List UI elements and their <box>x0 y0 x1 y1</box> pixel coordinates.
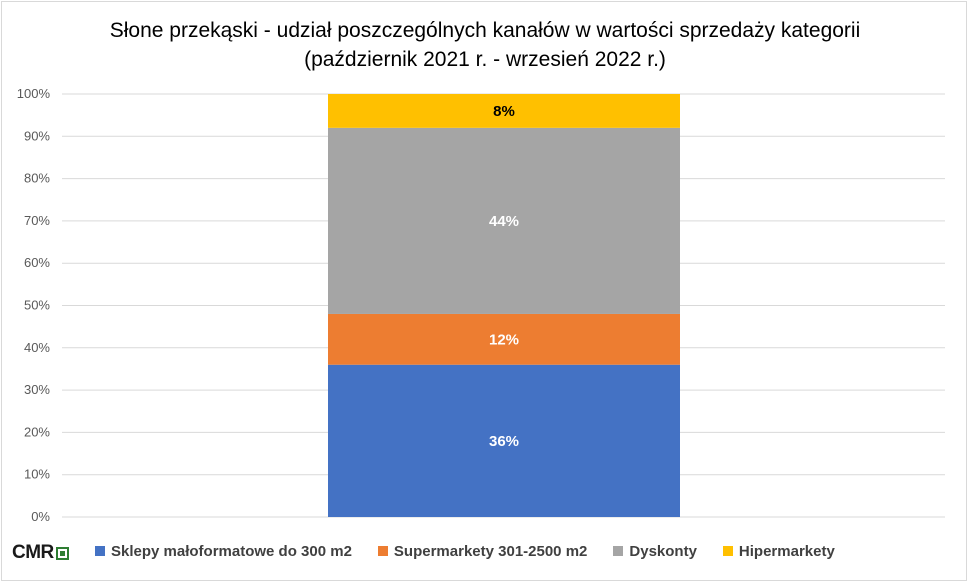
legend-label: Hipermarkety <box>738 542 835 560</box>
bar-segment-3 <box>328 127 680 314</box>
y-tick-label: 60% <box>24 255 50 270</box>
bar-segment-4 <box>328 94 680 128</box>
legend-swatch <box>613 546 624 556</box>
y-axis-ticks: 0% 10% 20% 30% 40% 50% 60% 70% 80% 90% 100% <box>17 86 51 524</box>
chart-title: Słone przekąski - udział poszczególnych … <box>109 19 861 42</box>
legend-item-2: Supermarkety 301-2500 m2 <box>377 542 588 560</box>
y-tick-label: 40% <box>24 340 50 355</box>
legend-item-4: Hipermarkety <box>722 542 835 560</box>
y-tick-label: 30% <box>24 382 50 397</box>
y-tick-label: 70% <box>24 213 50 228</box>
legend-label: Dyskonty <box>629 542 697 560</box>
chart-title-block: Słone przekąski - udział poszczególnych … <box>0 16 970 74</box>
legend: Sklepy małoformatowe do 300 m2 Supermarke… <box>95 541 835 561</box>
y-tick-label: 0% <box>31 509 50 524</box>
chart-subtitle: (październik 2021 r. - wrzesień 2022 r.) <box>304 48 666 71</box>
legend-item-1: Sklepy małoformatowe do 300 m2 <box>95 543 352 560</box>
y-tick-label: 50% <box>24 298 50 313</box>
legend-label: Sklepy małoformatowe do 300 m2 <box>111 542 352 560</box>
y-tick-label: 100% <box>17 86 51 101</box>
y-tick-label: 20% <box>24 424 50 439</box>
cmr-logo: CMR <box>12 542 69 564</box>
legend-swatch <box>377 546 388 556</box>
bar-stack <box>328 94 680 517</box>
data-label-4: 8% <box>493 103 515 120</box>
bar-segment-1 <box>328 364 680 517</box>
y-tick-label: 80% <box>24 171 50 186</box>
legend-swatch <box>722 546 733 556</box>
legend-item-3: Dyskonty <box>613 543 697 560</box>
y-tick-label: 90% <box>24 128 50 143</box>
data-label-1: 36% <box>489 433 519 450</box>
legend-label: Supermarkety 301-2500 m2 <box>393 542 588 560</box>
y-tick-label: 10% <box>24 467 50 482</box>
data-label-2: 12% <box>489 331 519 348</box>
legend-swatch <box>95 546 105 556</box>
cmr-logo-mark-icon <box>55 546 69 560</box>
cmr-logo-text: CMR <box>12 542 54 563</box>
bar-segment-2 <box>328 313 680 365</box>
data-label-3: 44% <box>489 213 519 230</box>
data-labels: 36% 12% 44% 8% <box>489 103 519 450</box>
